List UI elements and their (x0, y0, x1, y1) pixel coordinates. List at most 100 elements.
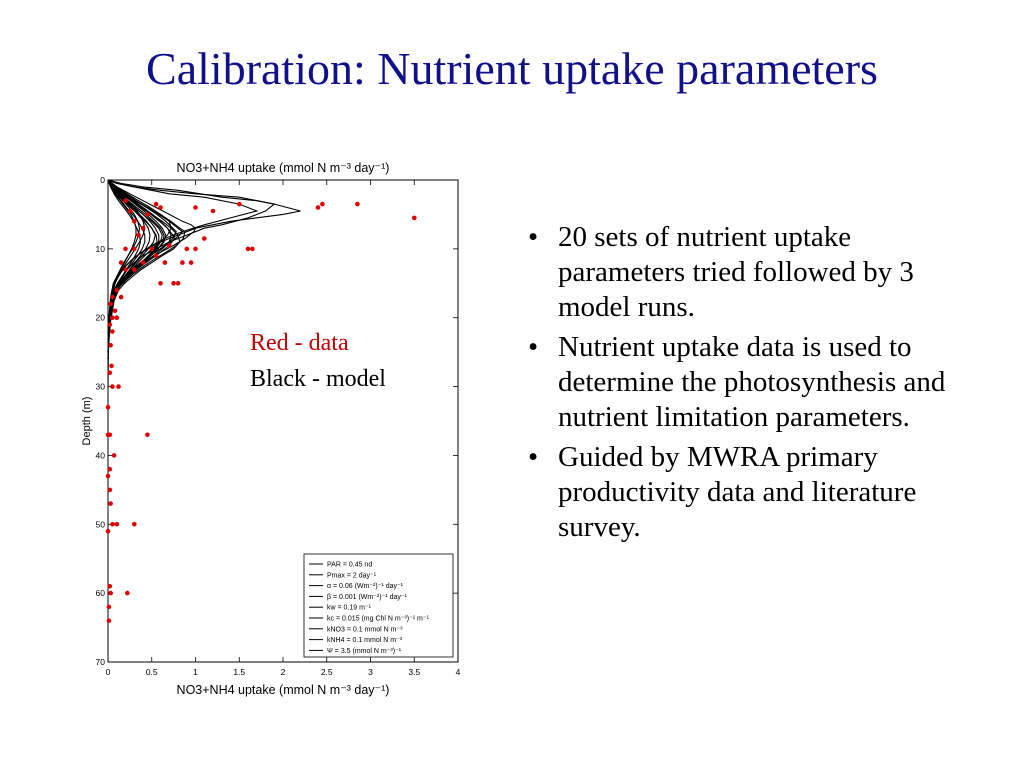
legend-box (303, 553, 454, 658)
data-point (145, 212, 150, 217)
data-point (116, 384, 121, 389)
bullet-text: Nutrient uptake data is used to determin… (558, 331, 946, 433)
model-profile-line (107, 179, 141, 353)
data-point (193, 246, 198, 252)
data-point (140, 260, 146, 265)
data-point (110, 315, 115, 320)
data-point (132, 267, 137, 272)
legend-entry: Ψ = 3.5 (mmol N m⁻³)⁻¹ (327, 648, 402, 655)
y-tick-label: 30 (96, 382, 106, 392)
y-tick-label: 70 (96, 657, 106, 667)
slide-title: Calibration: Nutrient uptake parameters (146, 43, 878, 94)
legend-entry: β = 0.001 (Wm⁻²)⁻¹ day⁻¹ (327, 594, 408, 601)
data-point (105, 528, 111, 534)
data-point (145, 432, 150, 438)
bullet-dot: • (528, 221, 539, 253)
data-point (110, 384, 115, 389)
data-point (106, 604, 112, 610)
data-point (162, 260, 168, 265)
data-point (202, 236, 207, 241)
legend-entry: kNO3 = 0.1 mmol N m⁻³ (327, 626, 403, 633)
x-tick-label: 1 (193, 667, 198, 677)
bullet-list: • 20 sets of nutrient uptake parameters t… (528, 220, 958, 550)
legend-entry: PAR = 0.45 nd (327, 562, 372, 569)
bullet-dot: • (528, 441, 539, 473)
x-tick-label: 2.5 (321, 667, 333, 677)
data-points (105, 198, 417, 623)
data-point (175, 281, 181, 286)
data-point (184, 246, 190, 252)
data-point (107, 487, 113, 493)
legend-entry: Pmax = 2 day⁻¹ (327, 572, 377, 579)
data-point (210, 208, 216, 214)
x-tick-label: 0 (106, 667, 111, 677)
data-point (237, 201, 242, 207)
data-point (136, 232, 141, 238)
data-point (250, 246, 255, 252)
data-point (153, 253, 159, 258)
y-tick-label: 0 (100, 175, 105, 185)
model-profile-line (107, 179, 137, 360)
x-tick-label: 3.5 (408, 667, 420, 677)
data-point (188, 260, 194, 265)
data-point (107, 466, 113, 472)
bullet-dot: • (528, 331, 539, 363)
data-point (140, 225, 146, 231)
y-tick-label: 10 (96, 244, 106, 254)
data-point (112, 308, 118, 314)
data-point (412, 215, 417, 221)
bullet-item: • 20 sets of nutrient uptake parameters t… (528, 220, 958, 325)
data-point (123, 198, 128, 203)
data-point (158, 205, 163, 210)
data-point (171, 281, 176, 286)
y-tick-label: 20 (96, 313, 106, 323)
data-point (132, 522, 137, 527)
data-point (107, 322, 113, 327)
legend-entries: PAR = 0.45 nd Pmax = 2 day⁻¹ α = 0.06 (Wm⁻… (309, 562, 430, 655)
x-tick-label: 2 (281, 667, 286, 677)
data-point (114, 315, 120, 320)
legend-entry: kw = 0.19 m⁻¹ (327, 605, 372, 612)
bullet-item: • Guided by MWRA primary productivity dat… (528, 440, 958, 545)
data-point (123, 246, 128, 252)
data-point (106, 618, 112, 623)
data-point (315, 205, 321, 210)
bullet-text: Guided by MWRA primary productivity data… (558, 441, 917, 543)
data-point (132, 219, 137, 224)
data-point (110, 329, 115, 334)
data-point (105, 404, 111, 410)
y-tick-label: 40 (96, 450, 106, 460)
data-point (132, 246, 137, 252)
data-point (158, 281, 163, 286)
legend-entry: kNH4 = 0.1 mmol N m⁻³ (327, 637, 403, 644)
x-axis-label: NO3+NH4 uptake (mmol N m⁻³ day⁻¹) (177, 683, 390, 697)
y-tick-label: 50 (96, 519, 106, 529)
annotation-black-model: Black - model (250, 366, 386, 392)
data-point (108, 301, 113, 307)
data-point (107, 370, 113, 376)
legend-entry: α = 0.06 (Wm⁻²)⁻¹ day⁻¹ (327, 583, 404, 590)
data-point (153, 201, 159, 207)
data-point (110, 294, 115, 300)
bullet-text: 20 sets of nutrient uptake parameters tr… (558, 221, 914, 323)
x-tick-label: 4 (456, 667, 461, 677)
data-point (320, 201, 325, 207)
data-point (245, 246, 251, 252)
data-point (118, 260, 124, 265)
data-point (125, 590, 130, 596)
parameter-legend: PAR = 0.45 nd Pmax = 2 day⁻¹ α = 0.06 (Wm⁻… (303, 553, 454, 658)
data-point (193, 205, 198, 210)
model-profile-line (107, 179, 186, 353)
data-point (149, 246, 155, 252)
legend-entry: kc = 0.015 (mg Chl N m⁻³)⁻¹ m⁻¹ (327, 616, 430, 623)
data-point (108, 590, 113, 596)
bullet-item: • Nutrient uptake data is used to determi… (528, 330, 958, 435)
model-profile-line (107, 179, 176, 353)
data-point (118, 294, 124, 300)
y-axis-label: Depth (m) (81, 397, 93, 446)
data-point (107, 584, 113, 589)
x-tick-label: 1.5 (233, 667, 245, 677)
annotation-red-data: Red - data (250, 330, 349, 356)
